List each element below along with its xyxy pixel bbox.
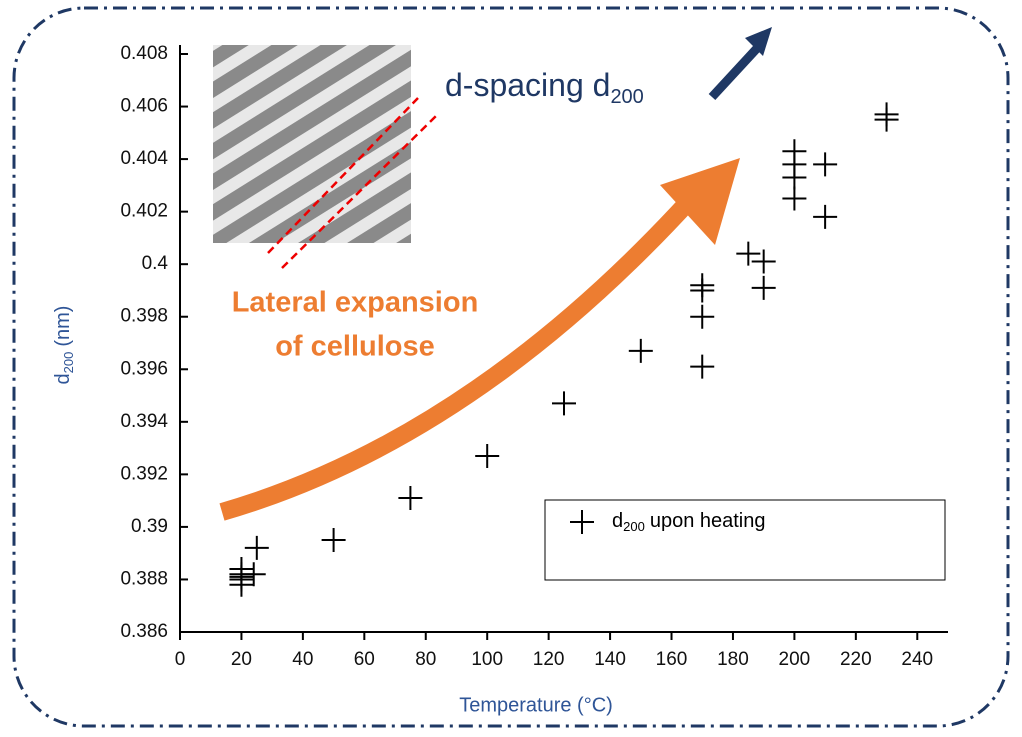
x-tick-label: 120	[533, 649, 565, 670]
data-point	[475, 443, 500, 468]
x-tick-label: 100	[471, 649, 503, 670]
annotation: of cellulose	[275, 331, 435, 363]
inset-image	[213, 45, 411, 243]
arrow-head	[660, 158, 740, 245]
data-point	[321, 528, 346, 553]
data-point	[398, 486, 423, 511]
data-point	[782, 139, 807, 164]
x-tick-label: 180	[717, 649, 749, 670]
data-point	[552, 391, 576, 416]
legend-marker	[570, 510, 594, 534]
legend	[544, 499, 946, 581]
y-tick-label: 0.394	[120, 411, 168, 432]
data-point	[751, 249, 776, 274]
spacing-arrow	[708, 41, 764, 101]
data-point	[874, 107, 899, 132]
dash-line	[267, 97, 419, 254]
data-point	[229, 572, 254, 597]
x-tick-label: 220	[840, 649, 872, 670]
x-tick-label: 60	[354, 649, 375, 670]
y-tick-label: 0.388	[120, 568, 168, 589]
data-point	[690, 304, 715, 329]
data-point	[628, 338, 653, 363]
y-axis-label: d200(nm)	[52, 306, 76, 385]
x-tick-label: 200	[779, 649, 811, 670]
annotation: Lateral expansion	[232, 287, 479, 319]
dash-line	[281, 115, 437, 269]
x-tick-label: 20	[231, 649, 252, 670]
x-tick-label: 80	[415, 649, 436, 670]
y-tick-label: 0.406	[120, 96, 168, 117]
y-tick-label: 0.39	[131, 516, 168, 537]
data-point	[690, 354, 715, 379]
y-tick-label: 0.398	[120, 306, 168, 327]
y-tick-label: 0.402	[120, 201, 168, 222]
data-point	[244, 535, 269, 560]
y-tick-label: 0.4	[142, 253, 169, 274]
data-point	[751, 275, 776, 300]
data-point	[690, 273, 715, 298]
arrow-head	[745, 27, 772, 56]
trend-arrow	[219, 193, 697, 521]
data-point	[813, 152, 838, 177]
x-tick-label: 140	[594, 649, 626, 670]
y-tick-label: 0.386	[120, 621, 168, 642]
x-tick-label: 40	[292, 649, 313, 670]
data-point	[241, 562, 266, 587]
y-tick-label: 0.408	[120, 43, 168, 64]
legend-label: d200 upon heating	[612, 510, 766, 534]
x-axis-label: Temperature (°C)	[459, 694, 613, 716]
y-tick-label: 0.392	[120, 463, 168, 484]
data-point	[736, 241, 761, 266]
x-tick-label: 240	[901, 649, 933, 670]
x-tick-label: 160	[656, 649, 688, 670]
y-tick-label: 0.396	[120, 358, 168, 379]
y-tick-label: 0.404	[120, 148, 168, 169]
spacing-label: d-spacing d200	[445, 67, 644, 108]
x-tick-label: 0	[175, 649, 186, 670]
data-point	[782, 186, 807, 211]
data-point	[813, 204, 838, 229]
frame	[12, 6, 1010, 728]
